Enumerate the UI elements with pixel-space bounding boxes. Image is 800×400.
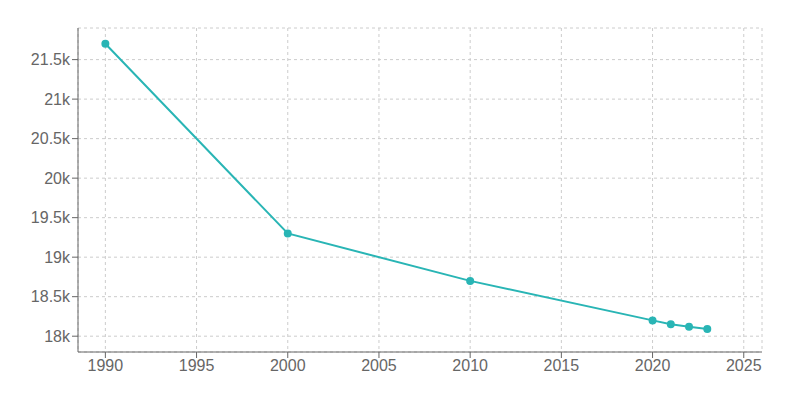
svg-text:18k: 18k	[44, 328, 71, 345]
svg-text:2020: 2020	[635, 357, 671, 374]
svg-text:20.5k: 20.5k	[31, 130, 71, 147]
svg-text:19.5k: 19.5k	[31, 209, 71, 226]
svg-text:20k: 20k	[44, 170, 71, 187]
svg-text:21k: 21k	[44, 91, 71, 108]
svg-text:2015: 2015	[544, 357, 580, 374]
svg-text:2005: 2005	[361, 357, 397, 374]
svg-text:2010: 2010	[452, 357, 488, 374]
svg-text:19k: 19k	[44, 249, 71, 266]
svg-text:2025: 2025	[726, 357, 762, 374]
svg-text:1990: 1990	[88, 357, 124, 374]
svg-text:21.5k: 21.5k	[31, 51, 71, 68]
svg-text:18.5k: 18.5k	[31, 288, 71, 305]
svg-text:1995: 1995	[179, 357, 215, 374]
svg-text:2000: 2000	[270, 357, 306, 374]
